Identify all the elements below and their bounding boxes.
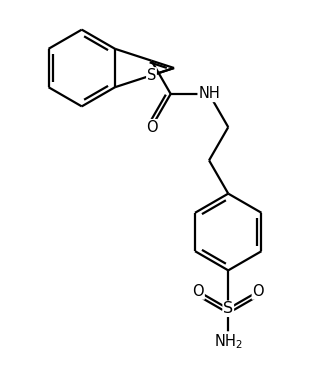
Text: S: S	[147, 68, 156, 83]
Text: NH$_2$: NH$_2$	[214, 332, 243, 351]
Text: NH: NH	[198, 86, 220, 101]
Text: O: O	[193, 284, 204, 299]
Text: S: S	[223, 301, 233, 316]
Text: O: O	[252, 284, 264, 299]
Text: O: O	[146, 120, 157, 135]
